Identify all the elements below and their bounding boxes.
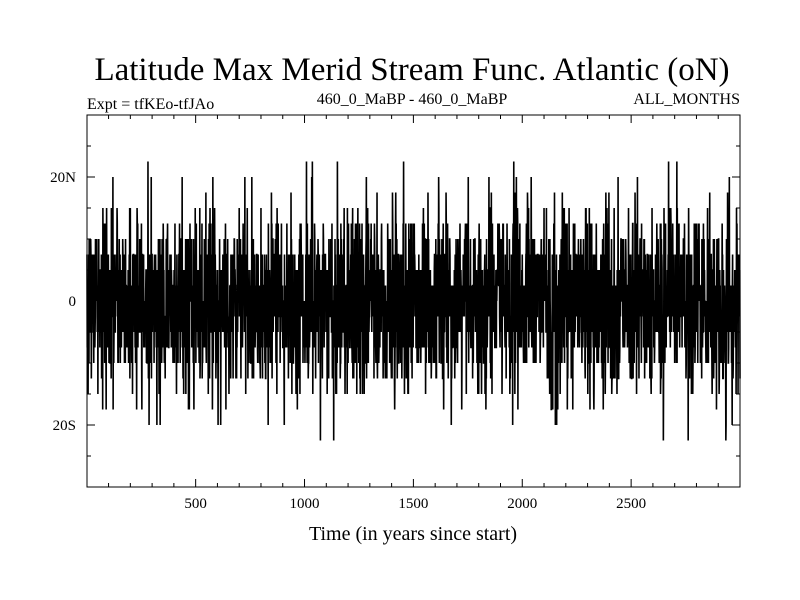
axes: [87, 115, 740, 487]
y-tick-label: 20N: [50, 170, 76, 186]
x-tick-label: 2500: [616, 496, 646, 512]
x-tick-label: 2000: [507, 496, 537, 512]
x-tick-label: 1500: [398, 496, 428, 512]
x-tick-label: 500: [184, 496, 207, 512]
chart-title: Latitude Max Merid Stream Func. Atlantic…: [94, 52, 729, 88]
subtitle-center: 460_0_MaBP - 460_0_MaBP: [317, 91, 508, 108]
data-series-line: [86, 161, 741, 441]
y-tick-label: 0: [69, 294, 77, 310]
subtitle-right: ALL_MONTHS: [633, 91, 740, 108]
y-tick-label: 20S: [53, 418, 76, 434]
subtitle-left: Expt = tfKEo-tfJAo: [87, 96, 214, 113]
x-axis-label: Time (in years since start): [309, 523, 517, 545]
series-path: [86, 161, 741, 441]
y-tick-labels: 20N 0 20S: [50, 170, 76, 434]
plot-frame: [86, 114, 741, 488]
x-tick-labels: 500 1000 1500 2000 2500: [184, 496, 646, 512]
x-tick-label: 1000: [290, 496, 320, 512]
